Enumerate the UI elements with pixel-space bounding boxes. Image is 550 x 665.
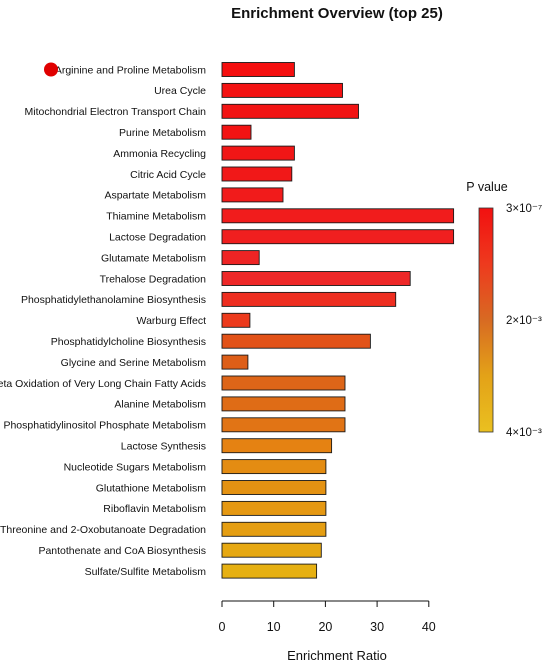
x-axis-label: Enrichment Ratio [287,648,387,663]
category-label-warburg-effect: Warburg Effect [137,315,207,327]
legend-label: 3×10⁻⁷ [506,203,542,215]
legend-title: P value [466,180,508,194]
category-label-glutathione-metabolism: Glutathione Metabolism [96,482,207,494]
bar-glutathione-metabolism [221,480,327,495]
category-label-arginine-and-proline-metabolism: Arginine and Proline Metabolism [55,64,206,76]
bar-lactose-synthesis [221,438,333,454]
category-label-purine-metabolism: Purine Metabolism [119,127,206,139]
bar-purine-metabolism [221,124,252,140]
category-label-alanine-metabolism: Alanine Metabolism [114,399,206,411]
category-label-citric-acid-cycle: Citric Acid Cycle [130,169,206,181]
bars-group [221,62,455,579]
bar-nucleotide-sugars-metabolism [221,459,327,475]
category-label-riboflavin-metabolism: Riboflavin Metabolism [103,503,206,515]
category-label-glutamate-metabolism: Glutamate Metabolism [101,252,206,264]
bar-thiamine-metabolism [221,208,455,224]
category-label-lactose-degradation: Lactose Degradation [109,232,206,244]
bar-trehalose-degradation [221,271,411,286]
category-label-thiamine-metabolism: Thiamine Metabolism [106,211,206,223]
category-label-lactose-synthesis: Lactose Synthesis [121,441,206,453]
category-label-glycine-and-serine-metabolism: Glycine and Serine Metabolism [61,357,207,369]
category-label-pantothenate-and-coa-biosynthesis: Pantothenate and CoA Biosynthesis [38,545,206,557]
category-label-nucleotide-sugars-metabolism: Nucleotide Sugars Metabolism [64,461,207,473]
highlight-marker [44,62,58,77]
category-label-urea-cycle: Urea Cycle [154,85,206,97]
category-label-aspartate-metabolism: Aspartate Metabolism [104,190,206,202]
bar-alanine-metabolism [221,396,346,412]
bar-phosphatidylinositol-phosphate-metabolism [221,417,346,433]
bar-phosphatidylethanolamine-biosynthesis [221,291,397,307]
bar-arginine-and-proline-metabolism [221,62,295,77]
x-tick-label: 10 [267,620,281,634]
chart-title: Enrichment Overview (top 25) [231,5,443,22]
category-label-beta-oxidation-of-very-long-chain-fatty-acids: Beta Oxidation of Very Long Chain Fatty … [0,378,206,390]
category-label-sulfate-sulfite-metabolism: Sulfate/Sulfite Metabolism [85,566,207,578]
bar-glutamate-metabolism [221,250,260,266]
category-label-phosphatidylcholine-biosynthesis: Phosphatidylcholine Biosynthesis [51,336,206,348]
bar-warburg-effect [221,312,251,328]
category-label-mitochondrial-electron-transport-chain: Mitochondrial Electron Transport Chain [24,106,206,118]
bar-mitochondrial-electron-transport-chain [221,103,359,119]
bar-beta-oxidation-of-very-long-chain-fatty-acids [221,375,346,391]
x-axis: 0 10 20 30 40 [219,600,436,634]
bar-ammonia-recycling [221,145,295,161]
category-label-phosphatidylinositol-phosphate-metabolism: Phosphatidylinositol Phosphate Metabolis… [3,420,206,432]
x-tick-label: 0 [219,620,226,634]
x-tick-label: 20 [318,620,332,634]
highlight-markers [44,62,58,77]
bar-threonine-and-2-oxobutanoate-degradation [221,521,327,537]
bar-urea-cycle [221,82,343,98]
bar-sulfate-sulfite-metabolism [221,563,318,579]
legend-label: 2×10⁻³ [506,315,542,327]
bar-phosphatidylcholine-biosynthesis [221,333,371,349]
bar-lactose-degradation [221,229,455,245]
legend-colorbar [478,207,494,433]
category-label-threonine-and-2-oxobutanoate-degradation: Threonine and 2-Oxobutanoate Degradation [0,524,206,536]
bar-glycine-and-serine-metabolism [221,354,249,370]
x-tick-label: 30 [370,620,384,634]
bar-pantothenate-and-coa-biosynthesis [221,542,322,558]
category-label-ammonia-recycling: Ammonia Recycling [113,148,206,160]
category-label-phosphatidylethanolamine-biosynthesis: Phosphatidylethanolamine Biosynthesis [21,294,206,306]
category-label-trehalose-degradation: Trehalose Degradation [100,273,207,285]
legend-label: 4×10⁻³ [506,427,542,439]
x-tick-label: 40 [422,620,436,634]
bar-aspartate-metabolism [221,187,284,203]
legend: P value 3×10⁻⁷ 2×10⁻³ 4×10⁻³ [466,180,542,439]
category-labels: Arginine and Proline Metabolism Urea Cycl… [0,64,206,578]
bar-citric-acid-cycle [221,166,293,182]
bar-riboflavin-metabolism [221,500,327,516]
